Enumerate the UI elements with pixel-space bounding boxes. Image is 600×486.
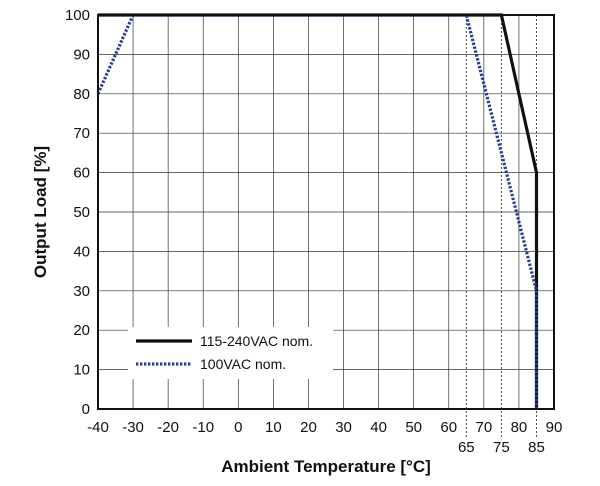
x-tick-label: 70: [476, 419, 493, 436]
x-tick-label: -30: [122, 419, 144, 436]
y-tick-label: 20: [73, 322, 90, 339]
x-tick-label: 40: [370, 419, 387, 436]
y-tick-label: 70: [73, 125, 90, 142]
y-tick-label: 50: [73, 204, 90, 221]
x-tick-label: -20: [157, 419, 179, 436]
y-axis-title: Output Load [%]: [31, 146, 50, 278]
x-tick-label: 0: [234, 419, 242, 436]
y-tick-label: 100: [65, 7, 90, 24]
plot-frame: [97, 14, 555, 410]
x-tick-label: 90: [546, 419, 563, 436]
x-tick-label: 80: [511, 419, 528, 436]
x-extra-tick-label: 65: [458, 439, 475, 456]
x-tick-label: -10: [192, 419, 214, 436]
y-axis-ticks: 0 10 20 30 40 50 60 70 80 90 100: [65, 7, 90, 418]
x-tick-label: -40: [87, 419, 109, 436]
legend-box: [128, 327, 333, 379]
y-tick-label: 60: [73, 165, 90, 182]
y-tick-label: 80: [73, 86, 90, 103]
x-extra-tick-label: 85: [528, 439, 545, 456]
x-axis-title: Ambient Temperature [°C]: [221, 457, 431, 476]
legend-label-115-240vac: 115-240VAC nom.: [200, 333, 313, 349]
series-line-100vac: [96, 13, 539, 409]
x-tick-label: 30: [335, 419, 352, 436]
legend: 115-240VAC nom. 100VAC nom.: [128, 327, 333, 379]
x-tick-label: 50: [405, 419, 422, 436]
y-tick-label: 10: [73, 362, 90, 379]
x-tick-label: 20: [300, 419, 317, 436]
x-axis-ticks: -40 -30 -20 -10 0 10 20 30 40 50 60 70 80 90 65 75 85: [87, 419, 562, 456]
x-extra-tick-label: 75: [493, 439, 510, 456]
y-tick-label: 0: [82, 401, 90, 418]
legend-label-100vac: 100VAC nom.: [200, 356, 286, 372]
y-tick-label: 30: [73, 283, 90, 300]
y-tick-label: 40: [73, 243, 90, 260]
y-tick-label: 90: [73, 46, 90, 63]
x-tick-label: 60: [440, 419, 457, 436]
guide-lines: [465, 15, 537, 437]
x-tick-label: 10: [265, 419, 282, 436]
